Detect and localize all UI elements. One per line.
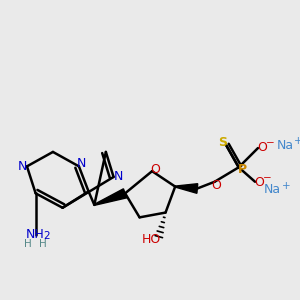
- Text: S: S: [218, 136, 227, 149]
- Text: O: O: [254, 176, 264, 189]
- Text: N: N: [114, 170, 123, 183]
- Polygon shape: [175, 184, 198, 193]
- Text: O: O: [212, 179, 221, 192]
- Text: P: P: [238, 163, 247, 176]
- Text: O: O: [257, 141, 267, 154]
- Text: O: O: [150, 163, 160, 176]
- Text: Na: Na: [264, 183, 281, 196]
- Text: +: +: [281, 181, 290, 190]
- Text: H: H: [24, 239, 32, 249]
- Text: +: +: [294, 136, 300, 146]
- Text: −: −: [266, 138, 275, 148]
- Text: −: −: [263, 173, 272, 183]
- Text: N: N: [77, 157, 86, 170]
- Polygon shape: [94, 189, 127, 205]
- Text: H: H: [39, 239, 47, 249]
- Text: NH: NH: [26, 228, 45, 241]
- Text: N: N: [17, 160, 27, 173]
- Text: 2: 2: [43, 231, 50, 241]
- Text: HO: HO: [142, 233, 161, 246]
- Text: Na: Na: [276, 139, 293, 152]
